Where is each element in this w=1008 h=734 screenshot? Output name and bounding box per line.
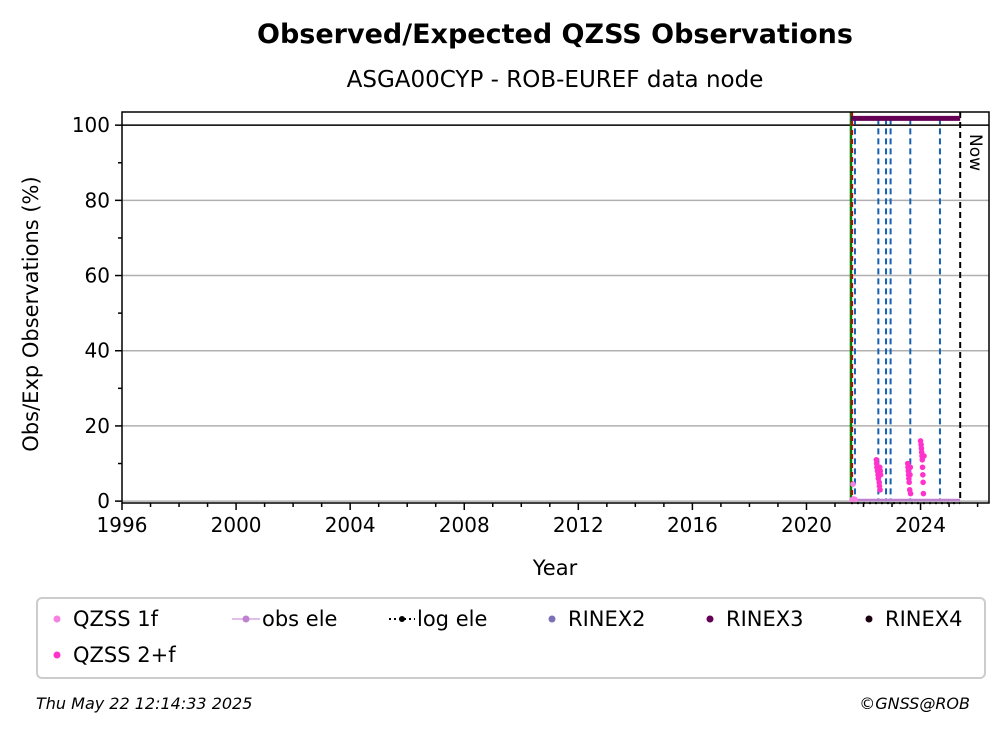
legend-label: RINEX2 <box>568 607 646 631</box>
axes: 0 20 40 60 80 100 1996 2000 2004 2008 2012 2016 2020… <box>72 111 990 537</box>
point-qzss-1f <box>850 481 856 488</box>
point-qzss-2f <box>920 472 926 478</box>
y-tick-label: 40 <box>85 339 110 363</box>
legend-item: QZSS 2+f <box>53 643 176 667</box>
legend-item: log ele <box>389 607 487 631</box>
legend-marker <box>865 615 873 623</box>
legend-label: obs ele <box>262 607 337 631</box>
x-tick-label: 2000 <box>211 513 262 537</box>
x-tick-label: 1996 <box>97 513 148 537</box>
point-qzss-2f <box>906 479 912 486</box>
legend-marker <box>548 615 556 623</box>
legend-box <box>36 597 986 679</box>
now-label: Now <box>965 134 985 171</box>
x-tick-label: 2008 <box>439 513 490 537</box>
point-qzss-2f <box>907 472 913 478</box>
legend-item: RINEX4 <box>865 607 963 631</box>
chart-subtitle: ASGA00CYP - ROB-EUREF data node <box>347 67 764 93</box>
y-tick-label: 100 <box>72 113 110 137</box>
legend-item: RINEX3 <box>706 607 804 631</box>
legend-label: log ele <box>417 607 487 631</box>
chart-title: Observed/Expected QZSS Observations <box>257 19 853 50</box>
grid-lines <box>122 124 989 502</box>
legend-label: RINEX3 <box>726 607 804 631</box>
point-qzss-1f <box>852 496 858 503</box>
y-tick-label: 60 <box>85 264 110 288</box>
x-tick-label: 2020 <box>781 513 832 537</box>
legend-label: RINEX4 <box>885 607 963 631</box>
legend-item: QZSS 1f <box>53 607 159 631</box>
legend-label: QZSS 2+f <box>73 643 176 667</box>
legend: QZSS 1f obs ele log ele RINEX2 RINEX3 RINEX4 Q… <box>53 607 963 667</box>
legend-item: RINEX2 <box>548 607 646 631</box>
point-qzss-2f <box>907 464 914 471</box>
legend-label: QZSS 1f <box>73 607 159 631</box>
y-tick-label: 20 <box>85 414 110 438</box>
legend-marker <box>706 615 714 623</box>
x-tick-label: 2024 <box>895 513 946 537</box>
plot-area: Now <box>849 112 985 505</box>
legend-marker <box>53 615 61 623</box>
x-axis-label: Year <box>532 556 578 580</box>
footer-credit: ©GNSS@ROB <box>859 694 970 713</box>
plot-frame <box>121 111 990 504</box>
point-qzss-2f <box>877 487 883 493</box>
point-qzss-2f <box>920 490 927 497</box>
legend-marker <box>53 651 61 659</box>
legend-marker <box>242 615 250 623</box>
point-qzss-2f <box>920 479 926 486</box>
y-axis-label: Obs/Exp Observations (%) <box>19 176 43 451</box>
point-qzss-2f <box>877 472 884 478</box>
x-tick-label: 2012 <box>553 513 604 537</box>
y-tick-label: 80 <box>85 188 110 212</box>
point-qzss-2f <box>919 464 926 471</box>
point-qzss-2f <box>907 490 914 497</box>
footer-timestamp: Thu May 22 12:14:33 2025 <box>36 694 253 713</box>
legend-item: obs ele <box>232 607 337 631</box>
point-qzss-2f <box>921 453 927 459</box>
x-tick-label: 2004 <box>325 513 376 537</box>
y-tick-label: 0 <box>97 489 110 513</box>
legend-marker <box>399 616 405 622</box>
x-tick-label: 2016 <box>667 513 718 537</box>
